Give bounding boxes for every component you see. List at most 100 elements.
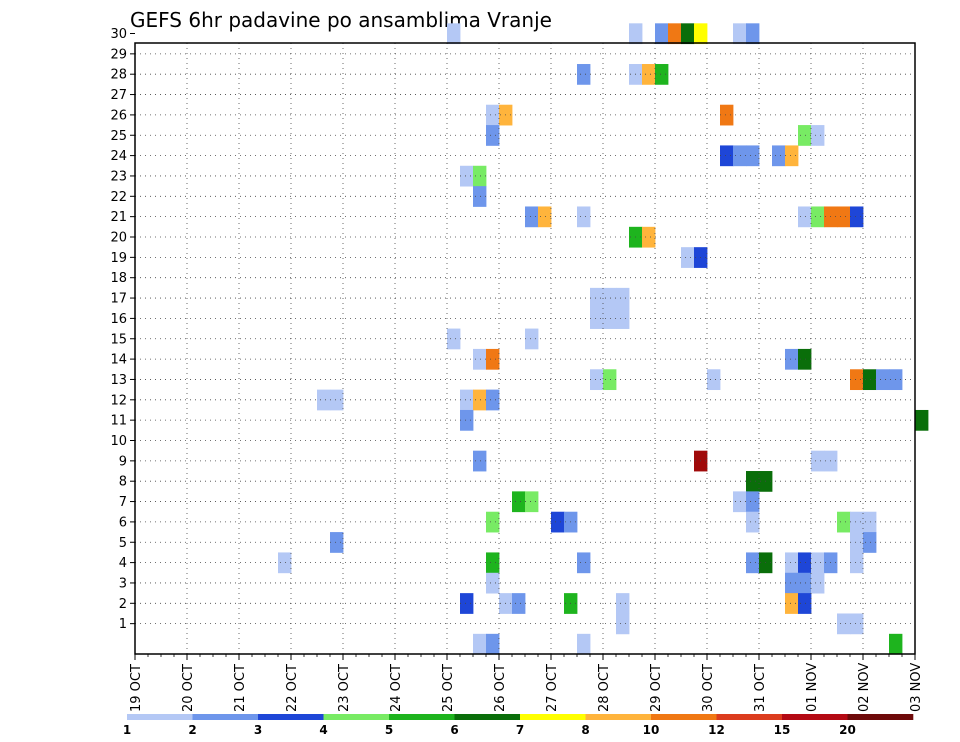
legend-label: 8 xyxy=(581,723,589,737)
precip-cell xyxy=(655,23,669,45)
precip-cell xyxy=(811,450,825,472)
precip-cell xyxy=(707,369,721,391)
precip-cell xyxy=(616,593,630,614)
precip-cell xyxy=(798,125,812,146)
y-tick-label: 21 xyxy=(110,210,127,225)
y-axis: 1234567891011121314151617181920212223242… xyxy=(110,27,135,632)
precip-cell xyxy=(473,186,487,207)
precip-cell xyxy=(863,369,877,391)
legend-label: 7 xyxy=(516,723,524,737)
y-tick-label: 25 xyxy=(110,129,127,144)
precip-cell xyxy=(785,552,799,574)
precip-cell xyxy=(798,552,812,574)
precip-cell xyxy=(798,348,812,370)
precip-cell xyxy=(460,593,474,614)
y-tick-label: 16 xyxy=(110,312,127,327)
x-tick-label: 27 OCT xyxy=(545,664,560,712)
legend-swatch xyxy=(716,714,783,720)
precip-cell xyxy=(486,552,500,574)
precip-cell xyxy=(551,511,565,533)
precip-cell xyxy=(486,104,500,126)
precip-cell xyxy=(915,409,929,431)
precip-cell xyxy=(603,308,617,329)
precip-cell xyxy=(889,633,903,655)
legend-label: 15 xyxy=(774,723,791,737)
precip-cell xyxy=(577,633,591,655)
y-tick-label: 13 xyxy=(110,373,127,388)
precip-cell xyxy=(798,593,812,614)
precip-cell xyxy=(616,287,630,309)
y-tick-label: 19 xyxy=(110,251,127,266)
precip-cell xyxy=(837,511,851,533)
x-tick-label: 28 OCT xyxy=(597,664,612,712)
legend-swatch xyxy=(651,714,717,720)
precip-cell xyxy=(746,491,760,513)
y-tick-label: 17 xyxy=(110,292,127,307)
chart-title: GEFS 6hr padavine po ansamblima Vranje xyxy=(130,8,552,32)
precip-cell xyxy=(811,552,825,574)
precip-cell xyxy=(746,552,760,574)
precip-cell xyxy=(681,247,695,268)
y-tick-label: 20 xyxy=(110,231,127,246)
y-tick-label: 9 xyxy=(119,454,127,469)
precip-cell xyxy=(850,613,864,635)
precip-cell xyxy=(733,23,747,45)
precip-cell xyxy=(447,328,461,350)
precip-cell xyxy=(811,206,825,228)
y-tick-label: 7 xyxy=(119,495,127,510)
y-tick-label: 5 xyxy=(119,536,127,551)
precip-cell xyxy=(772,145,786,167)
precip-cell xyxy=(746,145,760,167)
precip-cell xyxy=(473,633,487,655)
y-tick-label: 30 xyxy=(110,27,127,42)
precip-cell xyxy=(720,145,734,167)
precip-cell xyxy=(486,511,500,533)
legend-swatch xyxy=(389,714,455,720)
x-tick-label: 22 OCT xyxy=(285,664,300,712)
legend-swatch xyxy=(323,714,390,720)
precip-cell xyxy=(811,572,825,594)
legend-swatch xyxy=(258,714,324,720)
y-tick-label: 10 xyxy=(110,434,127,449)
precip-cell xyxy=(590,287,604,309)
precip-cell xyxy=(473,348,487,370)
precip-cell xyxy=(512,491,526,513)
y-tick-label: 6 xyxy=(119,515,127,530)
precip-cell xyxy=(486,125,500,146)
precip-cell xyxy=(681,23,695,45)
x-tick-label: 30 OCT xyxy=(701,664,716,712)
precip-cell xyxy=(850,369,864,391)
precip-cell xyxy=(733,491,747,513)
precip-cell xyxy=(811,125,825,146)
precip-cell xyxy=(616,613,630,635)
legend-label: 4 xyxy=(319,723,327,737)
legend-label: 12 xyxy=(708,723,725,737)
precip-cell xyxy=(486,633,500,655)
y-tick-label: 15 xyxy=(110,332,127,347)
x-tick-label: 21 OCT xyxy=(233,664,248,712)
y-tick-label: 3 xyxy=(119,576,127,591)
x-tick-label: 23 OCT xyxy=(337,664,352,712)
legend-label: 2 xyxy=(188,723,196,737)
y-tick-label: 26 xyxy=(110,108,127,123)
precip-cell xyxy=(785,348,799,370)
x-axis: 19 OCT 20 OCT 21 OCT 22 OCT 23 OCT 24 OCT 25 O… xyxy=(129,654,924,712)
precip-cell xyxy=(486,348,500,370)
precip-cell xyxy=(317,389,331,411)
precip-cell xyxy=(525,328,539,350)
y-tick-label: 18 xyxy=(110,271,127,286)
legend-label: 5 xyxy=(385,723,393,737)
y-tick-label: 24 xyxy=(110,149,127,164)
precip-cell xyxy=(473,165,487,187)
precip-cell xyxy=(746,511,760,533)
precip-cell xyxy=(837,206,851,228)
y-tick-label: 4 xyxy=(119,556,127,571)
legend-swatch xyxy=(127,714,193,720)
precip-cell xyxy=(447,23,461,45)
precip-cell xyxy=(473,450,487,472)
precip-cell xyxy=(863,532,877,553)
legend-swatch xyxy=(585,714,652,720)
legend-label: 10 xyxy=(643,723,660,737)
precip-cell xyxy=(668,23,682,45)
